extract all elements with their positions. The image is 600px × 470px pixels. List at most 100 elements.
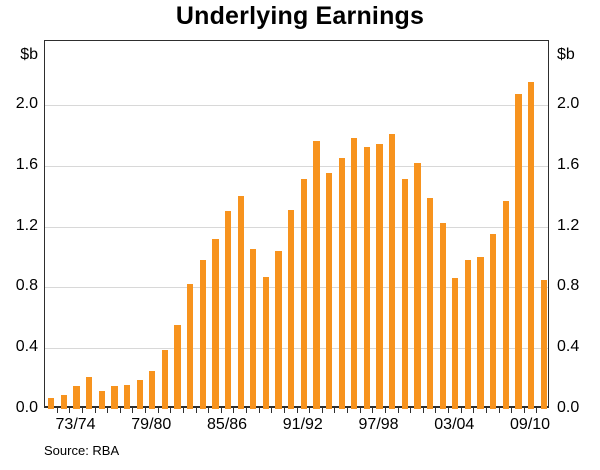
bar	[426, 197, 434, 409]
y-tick-label: 0.4	[15, 338, 38, 356]
bar	[86, 377, 93, 409]
axis-tick	[170, 408, 172, 413]
bar	[98, 390, 105, 409]
bar	[250, 249, 257, 409]
axis-tick	[422, 408, 424, 413]
gridline	[45, 348, 548, 350]
y-axis-unit-left: $b	[20, 46, 38, 63]
bar	[338, 158, 345, 409]
bar	[363, 147, 371, 409]
bar	[414, 162, 421, 409]
axis-tick	[523, 408, 525, 413]
x-tick-label: 85/86	[207, 416, 248, 433]
axis-tick	[536, 408, 538, 413]
bar	[452, 278, 459, 409]
bar	[490, 234, 497, 409]
y-axis-unit-right: $b	[557, 46, 575, 63]
bar	[464, 259, 472, 409]
y-tick-label: 0.0	[557, 399, 580, 416]
x-tick-label: 79/80	[131, 416, 172, 433]
bar	[187, 284, 194, 409]
axis-tick	[384, 408, 386, 413]
bar	[224, 211, 232, 409]
bar	[136, 380, 143, 409]
bar	[149, 370, 156, 409]
x-tick-label: 03/04	[434, 416, 475, 433]
x-tick-label: 97/98	[358, 416, 399, 433]
axis-tick	[435, 408, 437, 413]
axis-tick	[195, 408, 197, 413]
bar	[300, 179, 307, 409]
axis-tick	[182, 408, 184, 413]
x-tick-label: 73/74	[55, 416, 96, 433]
y-tick-label: 0.0	[15, 399, 38, 416]
axis-tick	[107, 408, 109, 413]
bar	[313, 141, 320, 409]
bar	[540, 279, 547, 409]
axis-tick	[119, 408, 121, 413]
axis-tick	[271, 408, 273, 413]
axis-tick	[448, 408, 449, 413]
axis-tick	[485, 408, 487, 413]
axis-tick	[233, 408, 235, 413]
axis-tick	[359, 408, 361, 413]
gridline	[45, 104, 548, 106]
y-tick-label: 2.0	[15, 94, 38, 112]
bar	[161, 349, 169, 409]
chart-title: Underlying Earnings	[175, 2, 425, 30]
y-tick-label: 0.8	[557, 277, 580, 295]
bar	[237, 196, 244, 409]
y-tick-label: 1.6	[557, 155, 580, 173]
gridline	[45, 226, 548, 228]
y-tick-label: 1.2	[557, 216, 580, 234]
bar	[111, 386, 118, 409]
gridline	[45, 165, 548, 167]
axis-tick	[334, 408, 336, 413]
bar	[288, 209, 295, 409]
bar	[60, 395, 68, 409]
bar	[275, 250, 282, 409]
axis-tick	[309, 408, 311, 413]
bar	[376, 144, 383, 409]
axis-tick	[94, 408, 96, 413]
axis-tick	[511, 408, 513, 413]
bar	[502, 200, 509, 409]
axis-tick	[372, 408, 374, 413]
source-note: Source: RBA	[44, 443, 120, 458]
axis-tick	[208, 408, 210, 413]
axis-tick	[220, 408, 222, 413]
axis-tick	[246, 408, 247, 413]
bar	[199, 259, 206, 409]
bar	[73, 386, 80, 409]
axis-tick	[283, 408, 285, 413]
axis-tick	[296, 408, 298, 413]
axis-tick	[69, 408, 71, 413]
bar	[477, 256, 484, 409]
axis-tick	[410, 408, 412, 413]
bar	[123, 384, 131, 409]
x-tick-label: 09/10	[510, 416, 551, 433]
axis-tick	[321, 408, 323, 413]
gridline	[45, 287, 548, 289]
y-tick-label: 2.0	[557, 94, 580, 112]
y-tick-label: 1.2	[15, 216, 38, 234]
axis-tick	[460, 408, 462, 413]
bar	[527, 82, 535, 409]
axis-tick	[81, 408, 83, 413]
y-tick-label: 0.4	[557, 338, 580, 356]
x-tick-label: 91/92	[282, 416, 323, 433]
bar	[262, 276, 270, 409]
bar	[389, 133, 396, 409]
y-tick-label: 1.6	[15, 155, 38, 173]
axis-tick	[56, 408, 58, 413]
y-tick-label: 0.8	[15, 277, 38, 295]
bar	[515, 94, 522, 409]
plot-area	[44, 40, 549, 409]
bar	[212, 238, 219, 409]
axis-tick	[347, 408, 348, 413]
axis-tick	[258, 408, 260, 413]
axis-tick	[132, 408, 134, 413]
axis-tick	[473, 408, 475, 413]
bar	[48, 398, 55, 409]
